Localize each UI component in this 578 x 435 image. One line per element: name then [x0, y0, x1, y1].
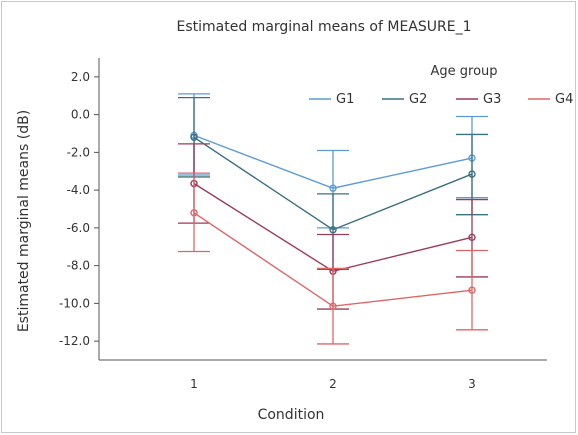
data-point — [190, 209, 198, 217]
data-point — [329, 184, 337, 192]
series-line — [193, 136, 473, 231]
legend-label: G3 — [483, 92, 501, 107]
series-g4 — [178, 172, 488, 345]
legend: Age group G1 G2 G3 G4 — [309, 64, 573, 107]
y-tick-label: -2.0 — [67, 145, 90, 159]
data-point — [468, 170, 476, 178]
x-tick-label: 3 — [468, 377, 476, 391]
axes: 2.0 0.0 -2.0 -4.0 -6.0 -8.0 -10.0 -12.0 1 2 3 — [59, 58, 547, 391]
series-line — [193, 212, 473, 307]
legend-item-g1: G1 — [309, 92, 354, 107]
series-line — [193, 134, 473, 189]
y-tick-label: -4.0 — [67, 183, 90, 197]
legend-label: G4 — [555, 92, 573, 107]
legend-label: G1 — [336, 92, 354, 107]
chart-title: Estimated marginal means of MEASURE_1 — [177, 19, 472, 35]
data-point — [468, 286, 476, 294]
plot-area — [178, 93, 488, 345]
x-axis-label: Condition — [258, 407, 325, 423]
y-tick-label: -10.0 — [59, 296, 90, 310]
x-tick-label: 2 — [329, 377, 337, 391]
legend-item-g3: G3 — [456, 92, 501, 107]
legend-label: G2 — [409, 92, 427, 107]
legend-item-g2: G2 — [382, 92, 427, 107]
legend-item-g4: G4 — [528, 92, 573, 107]
y-tick-label: -6.0 — [67, 221, 90, 235]
legend-title: Age group — [430, 64, 497, 79]
y-axis-label: Estimated marginal means (dB) — [16, 110, 32, 332]
data-point — [190, 133, 198, 141]
x-tick-label: 1 — [190, 377, 198, 391]
y-tick-label: 2.0 — [71, 70, 90, 84]
series-g2 — [178, 96, 488, 271]
data-point — [329, 302, 337, 310]
data-point — [329, 226, 337, 234]
y-tick-label: -8.0 — [67, 259, 90, 273]
data-point — [468, 233, 476, 242]
y-tick-label: -12.0 — [59, 334, 90, 348]
y-tick-label: 0.0 — [71, 108, 90, 122]
